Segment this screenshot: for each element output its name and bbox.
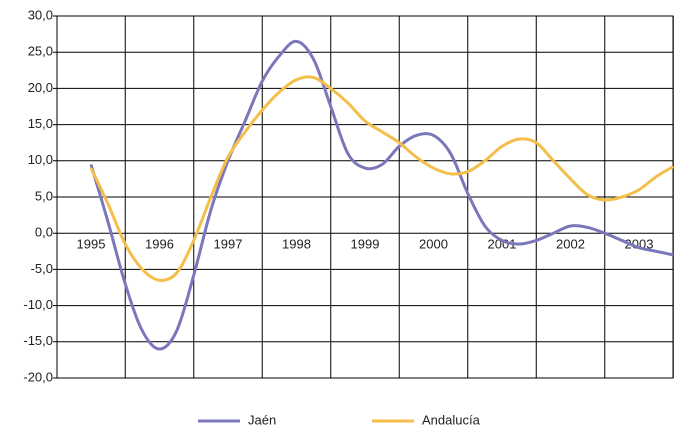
y-tick-label: -20,0	[23, 369, 53, 384]
x-tick-label: 1999	[351, 237, 380, 252]
x-tick-label: 1995	[77, 237, 106, 252]
y-tick-label: -5,0	[31, 261, 53, 276]
y-tick-label: 5,0	[35, 188, 53, 203]
y-tick-label: -10,0	[23, 297, 53, 312]
y-tick-label: 30,0	[28, 7, 53, 22]
y-tick-label: 15,0	[28, 116, 53, 131]
y-tick-label: -15,0	[23, 333, 53, 348]
y-tick-label: 0,0	[35, 225, 53, 240]
x-tick-label: 1996	[145, 237, 174, 252]
y-tick-label: 10,0	[28, 152, 53, 167]
legend-label: Jaén	[248, 412, 276, 427]
y-tick-label: 25,0	[28, 44, 53, 59]
x-tick-label: 1997	[214, 237, 243, 252]
legend-label: Andalucía	[422, 412, 481, 427]
x-tick-label: 2000	[419, 237, 448, 252]
series-line	[89, 39, 674, 351]
x-tick-label: 2003	[625, 237, 654, 252]
series-line	[89, 75, 674, 282]
x-tick-label: 1998	[282, 237, 311, 252]
x-tick-label: 2002	[556, 237, 585, 252]
x-tick-label: 2001	[488, 237, 517, 252]
y-tick-label: 20,0	[28, 80, 53, 95]
